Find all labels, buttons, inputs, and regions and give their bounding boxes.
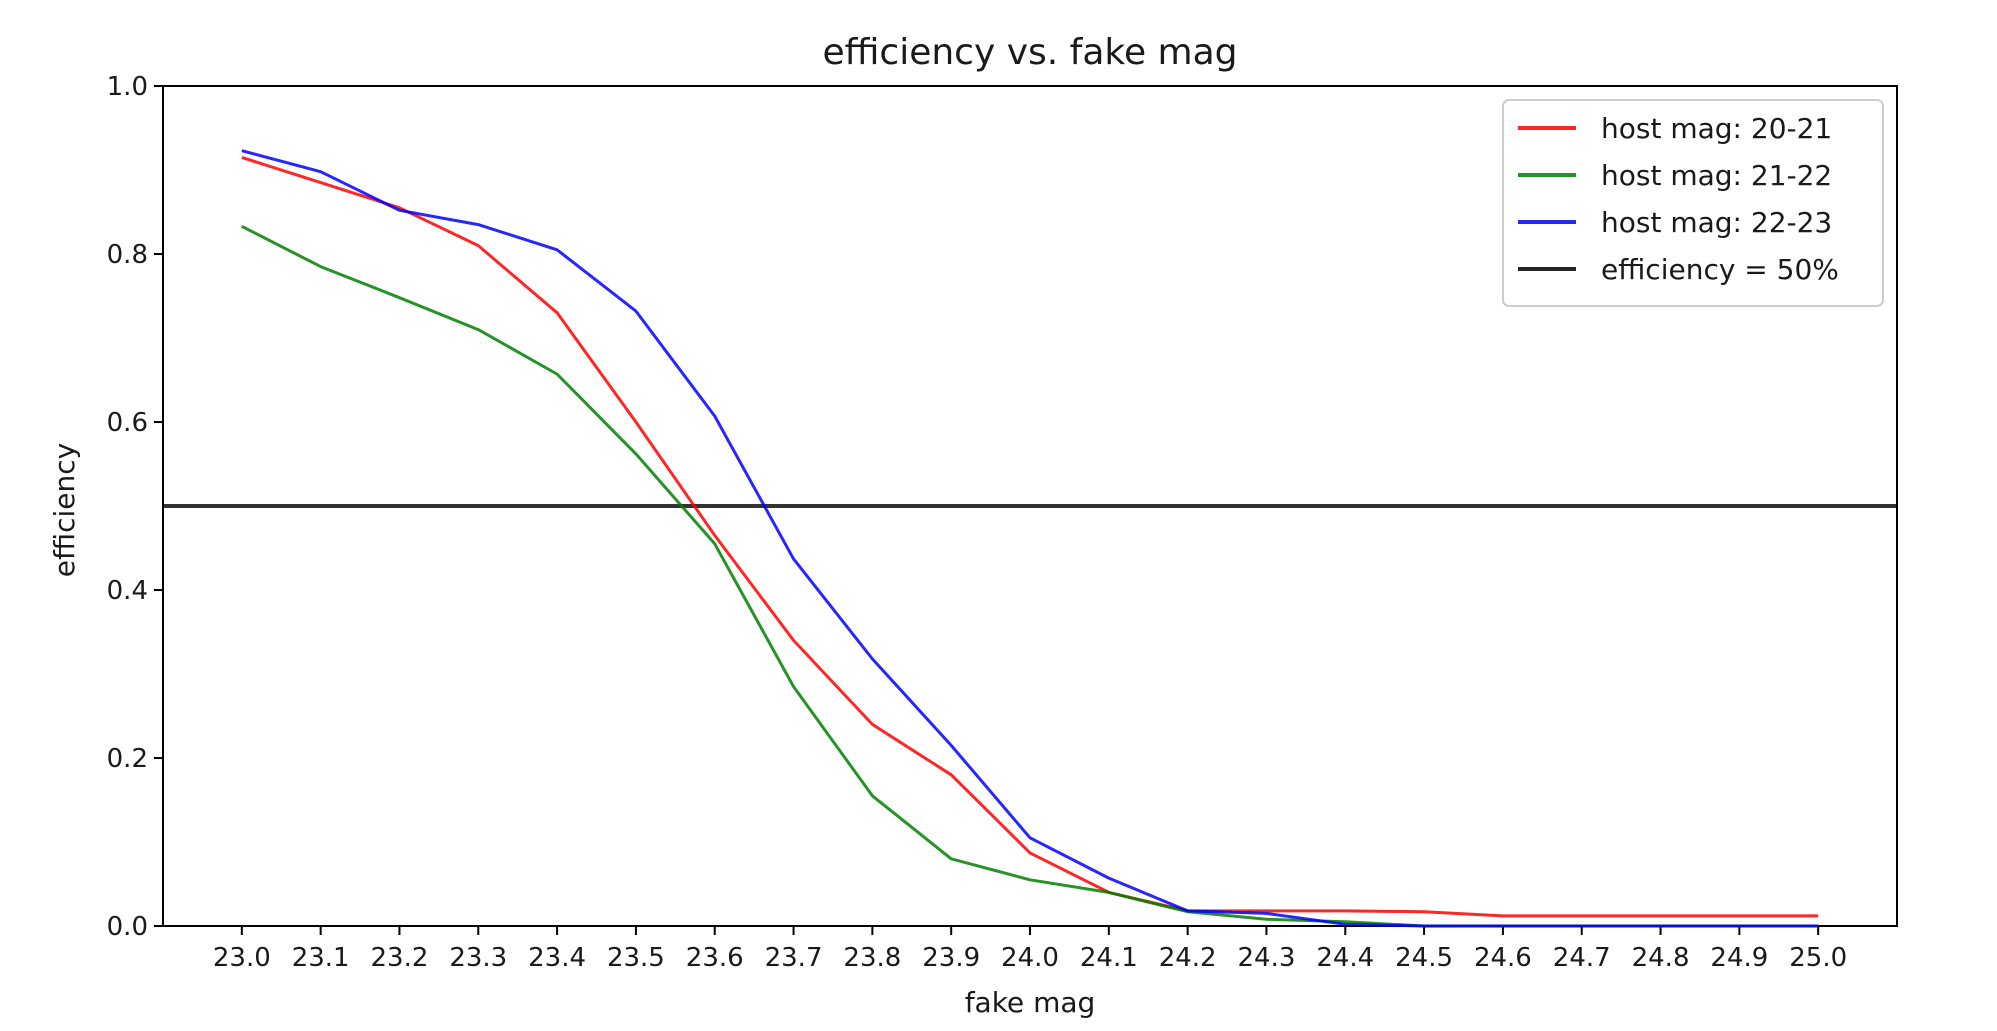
x-tick-label: 23.8	[843, 943, 901, 973]
legend-label: host mag: 22-23	[1601, 206, 1832, 239]
y-axis-label: efficiency	[48, 443, 81, 577]
x-axis-label: fake mag	[965, 986, 1096, 1019]
plot-area: 0.0 0.2 0.4 0.6 0.8 1.0 23.0 23.1 23.2 23.3 23.4 23…	[107, 72, 1898, 973]
x-tick-label: 23.4	[528, 943, 586, 973]
legend-box	[1502, 99, 1884, 307]
x-tick-label: 24.9	[1710, 943, 1768, 973]
x-tick-label: 24.1	[1080, 943, 1138, 973]
legend-label: host mag: 20-21	[1601, 112, 1832, 145]
x-tick-label: 23.0	[213, 943, 271, 973]
series-line-3	[241, 149, 1819, 928]
x-tick-label: 25.0	[1789, 943, 1847, 973]
x-tick-label: 24.5	[1395, 943, 1453, 973]
legend: host mag: 20-21 host mag: 21-22 host mag: …	[1502, 99, 1884, 307]
x-tick-label: 23.5	[607, 943, 665, 973]
x-tick-label: 24.6	[1474, 943, 1532, 973]
x-tick-label: 24.0	[1001, 943, 1059, 973]
y-tick-label: 0.0	[107, 912, 148, 942]
y-tick-label: 0.8	[107, 240, 148, 270]
x-tick-label: 24.7	[1553, 943, 1611, 973]
x-tick-label: 23.2	[371, 943, 429, 973]
x-tick-label: 23.9	[922, 943, 980, 973]
x-tick-label: 24.2	[1159, 943, 1217, 973]
y-tick-label: 1.0	[107, 72, 148, 102]
series-line-1	[241, 155, 1819, 918]
x-tick-label: 23.3	[449, 943, 507, 973]
chart-title: efficiency vs. fake mag	[822, 32, 1237, 73]
x-tick-label: 24.4	[1316, 943, 1374, 973]
x-tick-label: 23.7	[765, 943, 823, 973]
x-tick-label: 23.1	[292, 943, 350, 973]
legend-label: host mag: 21-22	[1601, 159, 1832, 192]
y-tick-label: 0.4	[107, 576, 148, 606]
x-tick-label: 23.6	[686, 943, 744, 973]
legend-label: efficiency = 50%	[1601, 253, 1839, 286]
x-tick-label: 24.8	[1632, 943, 1690, 973]
y-tick-label: 0.6	[107, 408, 148, 438]
x-tick-label: 24.3	[1238, 943, 1296, 973]
y-tick-label: 0.2	[107, 744, 148, 774]
series-line-2	[241, 224, 1819, 928]
